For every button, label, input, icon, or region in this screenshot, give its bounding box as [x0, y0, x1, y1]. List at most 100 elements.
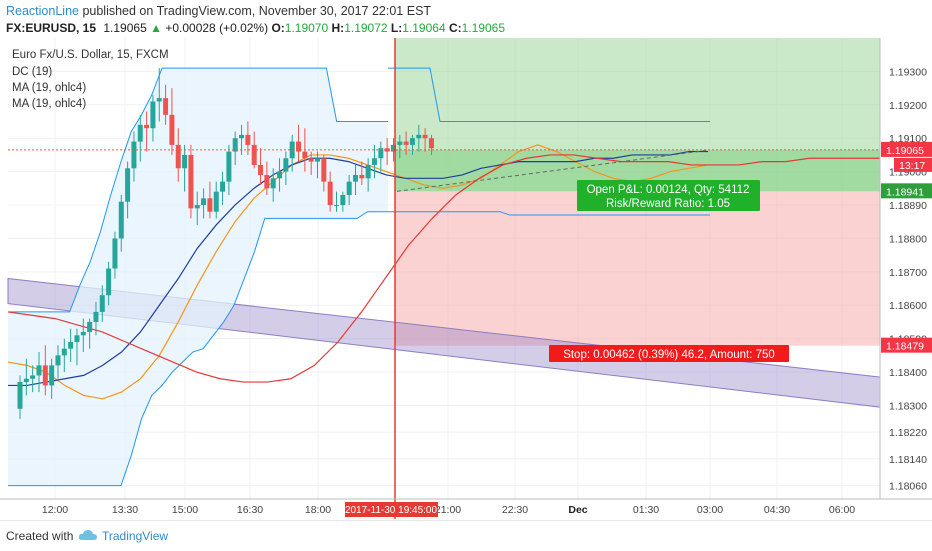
candle: [226, 144, 232, 196]
time-axis[interactable]: 12:00 13:30 15:00 16:30 18:00 21:00 22:30 Dec 01…: [0, 498, 932, 517]
candle-body: [36, 365, 42, 376]
author-link[interactable]: ReactionLine: [6, 4, 79, 18]
time-tick-label: Dec: [568, 504, 587, 516]
legend-ma2[interactable]: MA (19, ohlc4): [12, 98, 86, 110]
candle-body: [264, 174, 270, 189]
last-price-tag-bg: [881, 141, 932, 157]
candle-body: [74, 335, 80, 342]
stop-price-tag-bg: [881, 337, 932, 353]
price-tick-label: 1.18220: [889, 427, 927, 439]
time-tick-label: 13:30: [112, 504, 138, 516]
pnl-box: Open P&L: 0.00124, Qty: 54112 Risk/Reward…: [577, 180, 760, 211]
candle: [308, 151, 314, 175]
donchian-upper-ext: [388, 67, 710, 123]
candle-body: [80, 331, 86, 336]
legend-dc[interactable]: DC (19): [12, 66, 52, 78]
price-change: +0.00028 (+0.02%): [165, 21, 269, 35]
candle-body: [99, 295, 105, 312]
candle: [169, 88, 175, 155]
candle: [315, 151, 321, 179]
candle-body: [416, 134, 422, 139]
entry-price-tag: 1.18941: [881, 183, 932, 199]
candle: [422, 128, 428, 152]
moving-averages: [7, 144, 880, 400]
candle: [42, 345, 48, 396]
candle-body: [106, 268, 112, 296]
price-tick-label: 1.18890: [889, 200, 927, 212]
candle: [150, 94, 156, 142]
candle: [327, 171, 333, 212]
candle: [277, 158, 283, 192]
candle-body: [232, 138, 238, 152]
candle: [55, 345, 61, 379]
candle-body: [87, 321, 93, 332]
candle-body: [30, 375, 36, 379]
candle: [175, 128, 181, 182]
candle-body: [378, 148, 384, 159]
candle-body: [258, 164, 264, 175]
candle: [106, 261, 112, 306]
candle: [30, 365, 36, 393]
price-chart[interactable]: Open P&L: 0.00124, Qty: 54112 Risk/Reward…: [0, 38, 932, 520]
candle: [264, 161, 270, 196]
tradingview-link[interactable]: TradingView: [102, 529, 169, 543]
time-tick-label: 03:00: [697, 504, 723, 516]
donchian-upper: [8, 67, 388, 313]
time-tick-label: 06:00: [829, 504, 855, 516]
cloud-logo-icon: [78, 530, 97, 540]
candle-body: [397, 141, 403, 145]
published-text: published on TradingView.com, November 3…: [78, 4, 432, 18]
candle-body: [390, 144, 396, 152]
candle-body: [169, 114, 175, 145]
last-price-tag-text: 1.19065: [886, 145, 924, 157]
candle: [416, 124, 422, 152]
stop-text: Stop: 0.00462 (0.39%) 46.2, Amount: 750: [563, 349, 775, 361]
candle: [258, 148, 264, 185]
candle-body: [23, 378, 29, 383]
candle: [359, 161, 365, 185]
close-value: 1.19065: [461, 21, 506, 35]
open-value: 1.19070: [284, 21, 329, 35]
candle-body: [371, 158, 377, 165]
price-axis[interactable]: 1.193001.192001.191001.190001.188901.188…: [879, 38, 932, 499]
footer: Created with TradingView: [0, 520, 932, 551]
candle-body: [207, 198, 213, 212]
symbol-label[interactable]: FX:EURUSD, 15: [6, 21, 97, 35]
candle: [201, 188, 207, 219]
countdown-tag: 13:17: [894, 157, 932, 172]
candle-body: [352, 174, 358, 182]
candle-body: [93, 311, 99, 322]
candle-body: [163, 98, 169, 115]
high-label: H:: [331, 21, 345, 35]
legend-ma1[interactable]: MA (19, ohlc4): [12, 82, 86, 94]
candle-body: [61, 348, 67, 356]
time-tick-label: 16:30: [237, 504, 263, 516]
cursor-time-text: 2017-11-30 19:45:00: [345, 505, 438, 516]
candle: [74, 328, 80, 366]
candle: [397, 134, 403, 159]
candle: [232, 131, 238, 165]
candle-body: [188, 154, 194, 209]
candle-body: [359, 174, 365, 179]
legend-title: Euro Fx/U.S. Dollar, 15, FXCM: [12, 49, 169, 61]
candle-body: [112, 238, 118, 269]
low-value: 1.19064: [402, 21, 446, 35]
candle: [125, 161, 131, 219]
open-label: O:: [271, 21, 285, 35]
candle-body: [49, 365, 55, 386]
cursor-time-tag: 2017-11-30 19:45:00: [345, 502, 438, 517]
candle-body: [283, 158, 289, 172]
candle-body: [346, 181, 352, 196]
quote-line: FX:EURUSD, 15 1.19065 ▲ +0.00028 (+0.02%…: [6, 21, 505, 35]
last-price: 1.19065: [103, 21, 147, 35]
candle: [188, 144, 194, 219]
candle-body: [131, 141, 137, 169]
candle-body: [239, 134, 245, 139]
candle: [61, 338, 67, 373]
candle-body: [182, 154, 188, 169]
price-tick-label: 1.18060: [889, 481, 927, 493]
rr-text: Risk/Reward Ratio: 1.05: [606, 198, 730, 210]
candles: [17, 68, 434, 419]
candle-body: [118, 201, 124, 239]
price-tick-label: 1.18800: [889, 233, 927, 245]
